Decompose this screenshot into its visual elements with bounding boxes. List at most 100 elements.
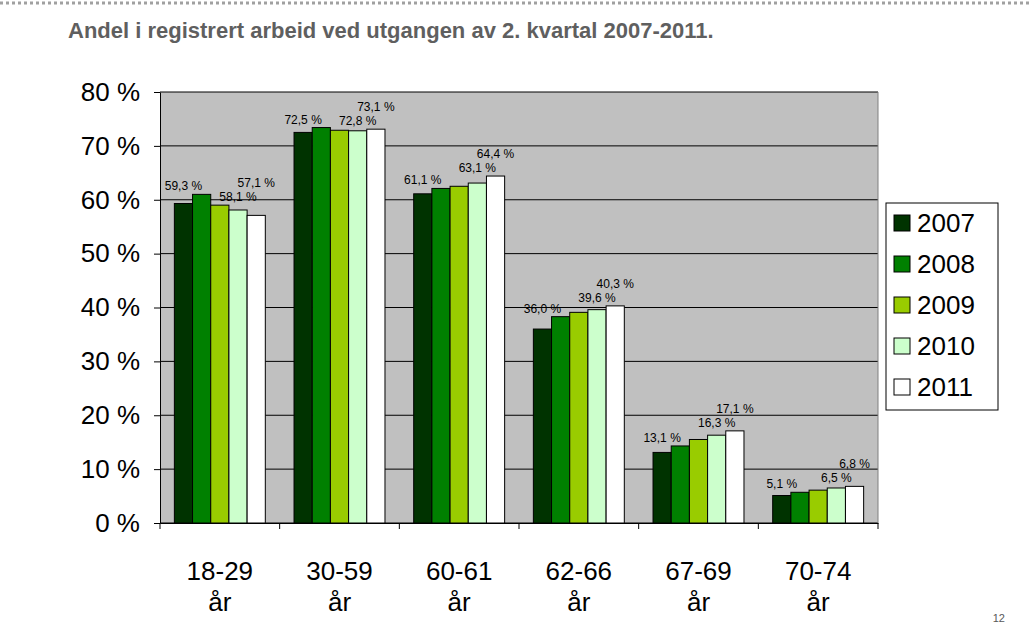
y-tick-mark bbox=[154, 146, 160, 147]
bar bbox=[312, 128, 330, 523]
grid-line bbox=[160, 361, 878, 362]
x-tick-label-line: 67-69 bbox=[665, 556, 732, 586]
category-separator bbox=[758, 523, 759, 529]
x-tick-label-line: år bbox=[208, 587, 231, 617]
data-label: 36,0 % bbox=[524, 302, 562, 316]
bar bbox=[468, 183, 486, 523]
y-tick: 30 % bbox=[81, 346, 160, 376]
data-label: 39,6 % bbox=[578, 291, 616, 305]
bar bbox=[414, 194, 432, 523]
data-label: 6,5 % bbox=[821, 471, 852, 485]
bars bbox=[174, 128, 863, 523]
grid-line bbox=[160, 145, 878, 146]
bar bbox=[726, 431, 744, 523]
bar bbox=[809, 490, 827, 523]
data-label: 17,1 % bbox=[716, 402, 754, 416]
data-label: 61,1 % bbox=[404, 173, 442, 187]
grid-line bbox=[160, 307, 878, 308]
legend-swatch bbox=[894, 256, 910, 272]
bar bbox=[211, 205, 229, 523]
y-tick-mark bbox=[154, 415, 160, 416]
bar bbox=[773, 496, 791, 523]
category-separator bbox=[878, 523, 879, 529]
y-tick: 40 % bbox=[81, 292, 160, 322]
data-labels: 59,3 %58,1 %57,1 %72,5 %72,8 %73,1 %61,1… bbox=[165, 100, 870, 491]
bar bbox=[450, 186, 468, 523]
legend-swatch bbox=[894, 297, 910, 313]
plot-frame bbox=[878, 92, 879, 523]
data-label: 57,1 % bbox=[238, 176, 276, 190]
y-tick-label: 0 % bbox=[95, 508, 140, 538]
bar bbox=[330, 130, 348, 523]
x-tick-label-line: 70-74 bbox=[785, 556, 852, 586]
y-tick: 60 % bbox=[81, 185, 160, 215]
y-tick-mark bbox=[154, 361, 160, 362]
data-label: 72,8 % bbox=[339, 114, 377, 128]
bar bbox=[827, 488, 845, 523]
x-tick: 67-69år bbox=[665, 523, 732, 617]
bar bbox=[367, 129, 385, 523]
x-tick-label-line: år bbox=[328, 587, 351, 617]
bar bbox=[349, 131, 367, 523]
bar bbox=[570, 312, 588, 523]
x-axis: 18-29år30-59år60-61år62-66år67-69år70-74… bbox=[161, 523, 879, 617]
y-tick-label: 50 % bbox=[81, 238, 140, 268]
x-tick-label-line: år bbox=[448, 587, 471, 617]
legend-label: 2010 bbox=[917, 331, 975, 361]
data-label: 40,3 % bbox=[597, 277, 635, 291]
y-tick-label: 10 % bbox=[81, 454, 140, 484]
y-tick-label: 80 % bbox=[81, 77, 140, 107]
x-tick: 30-59år bbox=[306, 523, 373, 617]
x-tick-label-line: år bbox=[567, 587, 590, 617]
data-label: 72,5 % bbox=[284, 113, 322, 127]
grid-line bbox=[160, 253, 878, 254]
x-tick-label-line: 30-59 bbox=[306, 556, 373, 586]
bar bbox=[294, 132, 312, 523]
data-label: 58,1 % bbox=[219, 190, 257, 204]
y-tick: 80 % bbox=[81, 77, 160, 107]
data-label: 64,4 % bbox=[477, 147, 515, 161]
data-label: 73,1 % bbox=[357, 100, 395, 114]
y-tick-label: 20 % bbox=[81, 400, 140, 430]
x-tick-label: 60-61år bbox=[426, 556, 493, 617]
bar bbox=[247, 215, 265, 523]
bar bbox=[552, 317, 570, 523]
legend-swatch bbox=[894, 379, 910, 395]
chart: Andel i registrert arbeid ved utgangen a… bbox=[0, 0, 1032, 628]
y-tick: 20 % bbox=[81, 400, 160, 430]
y-tick-mark bbox=[154, 523, 160, 524]
x-tick-label: 18-29år bbox=[187, 556, 254, 617]
x-tick-label: 62-66år bbox=[546, 556, 613, 617]
y-axis: 0 % 10 % 20 % 30 % 40 % 50 % 60 % 70 % 80 % bbox=[81, 77, 161, 538]
plot-background bbox=[160, 92, 878, 523]
legend-label: 2007 bbox=[917, 208, 975, 238]
category-separator bbox=[399, 523, 400, 529]
x-tick-label: 67-69år bbox=[665, 556, 732, 617]
y-tick-label: 30 % bbox=[81, 346, 140, 376]
y-axis-line bbox=[160, 93, 161, 524]
legend: 20072008200920102011 bbox=[886, 203, 998, 410]
y-tick-mark bbox=[154, 469, 160, 470]
y-tick: 10 % bbox=[81, 454, 160, 484]
data-label: 13,1 % bbox=[643, 431, 681, 445]
y-tick-mark bbox=[154, 200, 160, 201]
x-tick: 60-61år bbox=[426, 523, 493, 617]
category-separator bbox=[279, 523, 280, 529]
title: Andel i registrert arbeid ved utgangen a… bbox=[68, 18, 714, 43]
legend-label: 2008 bbox=[917, 249, 975, 279]
x-tick-label-line: år bbox=[807, 587, 830, 617]
x-tick-label-line: 18-29 bbox=[187, 556, 254, 586]
y-tick: 70 % bbox=[81, 131, 160, 161]
data-label: 16,3 % bbox=[698, 416, 736, 430]
x-tick-label: 70-74år bbox=[785, 556, 852, 617]
bar bbox=[708, 435, 726, 523]
y-tick-label: 60 % bbox=[81, 185, 140, 215]
category-separator bbox=[519, 523, 520, 529]
x-tick: 18-29år bbox=[187, 523, 254, 617]
x-tick-label-line: 62-66 bbox=[546, 556, 613, 586]
grid bbox=[160, 92, 878, 523]
bar bbox=[174, 204, 192, 523]
annotation: 12 bbox=[993, 612, 1005, 624]
bar bbox=[533, 329, 551, 523]
data-label: 6,8 % bbox=[839, 457, 870, 471]
